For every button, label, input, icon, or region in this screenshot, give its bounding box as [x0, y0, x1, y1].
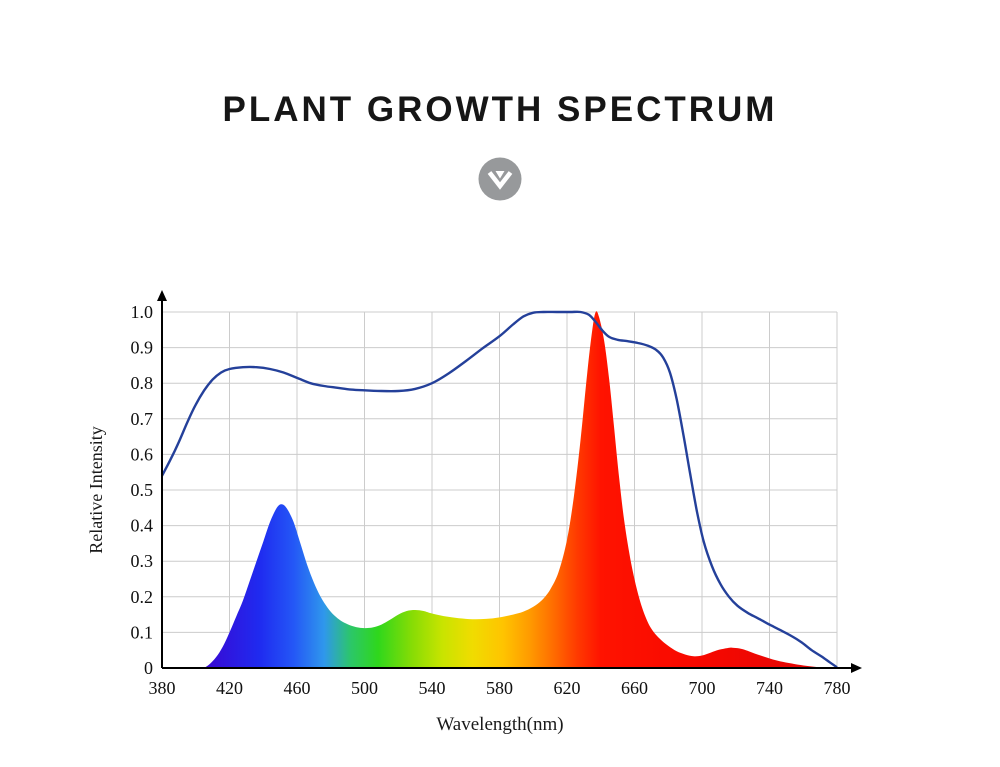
svg-text:0: 0 [144, 658, 153, 678]
svg-text:700: 700 [689, 678, 716, 698]
spectrum-chart: Relative Intensity 380 420 460 500 540 580 620… [86, 288, 870, 736]
svg-text:0.9: 0.9 [131, 338, 154, 358]
svg-text:500: 500 [351, 678, 378, 698]
svg-text:0.2: 0.2 [131, 587, 154, 607]
svg-text:0.6: 0.6 [131, 444, 154, 464]
svg-text:580: 580 [486, 678, 513, 698]
svg-text:0.3: 0.3 [131, 551, 154, 571]
y-axis-label: Relative Intensity [86, 426, 106, 554]
svg-text:460: 460 [284, 678, 311, 698]
svg-text:0.1: 0.1 [131, 622, 154, 642]
down-arrow-icon [477, 156, 523, 202]
svg-text:620: 620 [554, 678, 581, 698]
svg-text:660: 660 [621, 678, 648, 698]
spectrum-chart-svg: 380 420 460 500 540 580 620 660 700 740 780 0 0.1 0.2… [131, 290, 862, 698]
x-axis-label: Wavelength(nm) [436, 714, 564, 735]
svg-text:780: 780 [824, 678, 851, 698]
svg-text:0.7: 0.7 [131, 409, 154, 429]
svg-text:0.4: 0.4 [131, 516, 154, 536]
svg-text:740: 740 [756, 678, 783, 698]
svg-text:0.5: 0.5 [131, 480, 154, 500]
svg-text:0.8: 0.8 [131, 373, 154, 393]
down-arrow-icon-svg [478, 157, 522, 201]
svg-text:1.0: 1.0 [131, 302, 154, 322]
svg-text:380: 380 [149, 678, 176, 698]
page-title: PLANT GROWTH SPECTRUM [222, 90, 778, 129]
svg-text:420: 420 [216, 678, 243, 698]
svg-text:540: 540 [419, 678, 446, 698]
